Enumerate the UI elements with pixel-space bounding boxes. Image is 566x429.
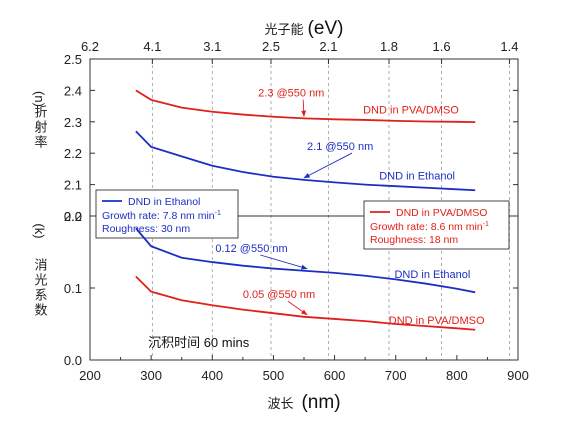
annotation-arrow: [287, 300, 308, 316]
annotation-arrow: [260, 254, 308, 270]
y-axis-title-cn: 折射率: [33, 105, 48, 150]
series-line-pva-dmso: [135, 275, 476, 331]
y-axis-unit-label: (k): [32, 223, 47, 238]
top-tick-label: 2.5: [262, 39, 280, 54]
curve-label: DND in Ethanol: [379, 170, 455, 182]
legend-detail-text: Growth rate: 7.8 nm min: [102, 210, 215, 222]
deposition-time-note: 沉积时间 60 mins: [148, 335, 250, 350]
annotation-arrow: [301, 99, 307, 117]
y-tick-label: 2.4: [64, 83, 82, 98]
y-tick-label: 0.2: [64, 209, 82, 224]
legend-detail-text: Growth rate: 8.6 nm min: [370, 221, 483, 233]
value-annotation: 2.3 @550 nm: [258, 88, 324, 100]
y-axis-title-cn: 消光系数: [33, 258, 48, 318]
value-annotation: 0.05 @550 nm: [243, 289, 315, 301]
curve-label: DND in Ethanol: [394, 269, 470, 281]
top-tick-label: 2.1: [319, 39, 337, 54]
legend-detail: Growth rate: 8.6 nm min-1: [370, 221, 489, 233]
legend-detail: Roughness: 18 nm: [370, 234, 458, 246]
y-axis-unit-label: (n): [32, 91, 47, 107]
x-axis-title-cn: 波长: [267, 396, 293, 411]
series-line-ethanol: [135, 130, 476, 192]
series-line-ethanol: [135, 227, 476, 294]
legend-detail-text: Roughness: 18 nm: [370, 234, 458, 246]
y-tick-label: 2.0: [64, 209, 82, 224]
x-tick-label: 800: [446, 368, 468, 383]
legend-detail-text: Roughness: 30 nm: [102, 223, 190, 235]
y-tick-label: 2.1: [64, 178, 82, 193]
top-axis-title-unit: (eV): [308, 18, 344, 39]
x-tick-label: 400: [201, 368, 223, 383]
legend-series-label: DND in PVA/DMSO: [396, 207, 487, 219]
legend-detail: Growth rate: 7.8 nm min-1: [102, 210, 221, 222]
legend-superscript: -1: [483, 221, 489, 228]
legend-series-label: DND in Ethanol: [128, 196, 200, 208]
top-tick-label: 4.1: [143, 39, 161, 54]
legend-box: [95, 189, 239, 239]
x-tick-label: 300: [140, 368, 162, 383]
y-tick-label: 2.5: [64, 52, 82, 67]
top-axis-title-cn: 光子能: [265, 22, 304, 37]
top-axis-title: 光子能 (eV): [265, 18, 344, 39]
value-annotation: 0.12 @550 nm: [215, 243, 287, 255]
x-tick-label: 900: [507, 368, 529, 383]
y-tick-label: 0.1: [64, 281, 82, 296]
curve-label: DND in PVA/DMSO: [363, 105, 459, 117]
top-tick-label: 1.6: [433, 39, 451, 54]
value-annotation: 2.1 @550 nm: [307, 141, 373, 153]
legend-box: [363, 200, 510, 250]
top-tick-label: 3.1: [203, 39, 221, 54]
top-tick-label: 1.4: [500, 39, 518, 54]
x-axis-title-unit: (nm): [301, 392, 340, 413]
curve-label: DND in PVA/DMSO: [389, 315, 485, 327]
x-tick-label: 500: [263, 368, 285, 383]
legend-superscript: -1: [215, 210, 221, 217]
top-tick-label: 6.2: [81, 39, 99, 54]
annotation-arrow: [303, 152, 353, 179]
series-line-pva-dmso: [135, 89, 476, 124]
x-tick-label: 200: [79, 368, 101, 383]
x-tick-label: 600: [324, 368, 346, 383]
x-tick-label: 700: [385, 368, 407, 383]
y-tick-label: 0.0: [64, 353, 82, 368]
legend-detail: Roughness: 30 nm: [102, 223, 190, 235]
y-tick-label: 2.3: [64, 115, 82, 130]
y-tick-label: 2.2: [64, 146, 82, 161]
top-tick-label: 1.8: [380, 39, 398, 54]
x-axis-title: 波长 (nm): [267, 392, 340, 413]
